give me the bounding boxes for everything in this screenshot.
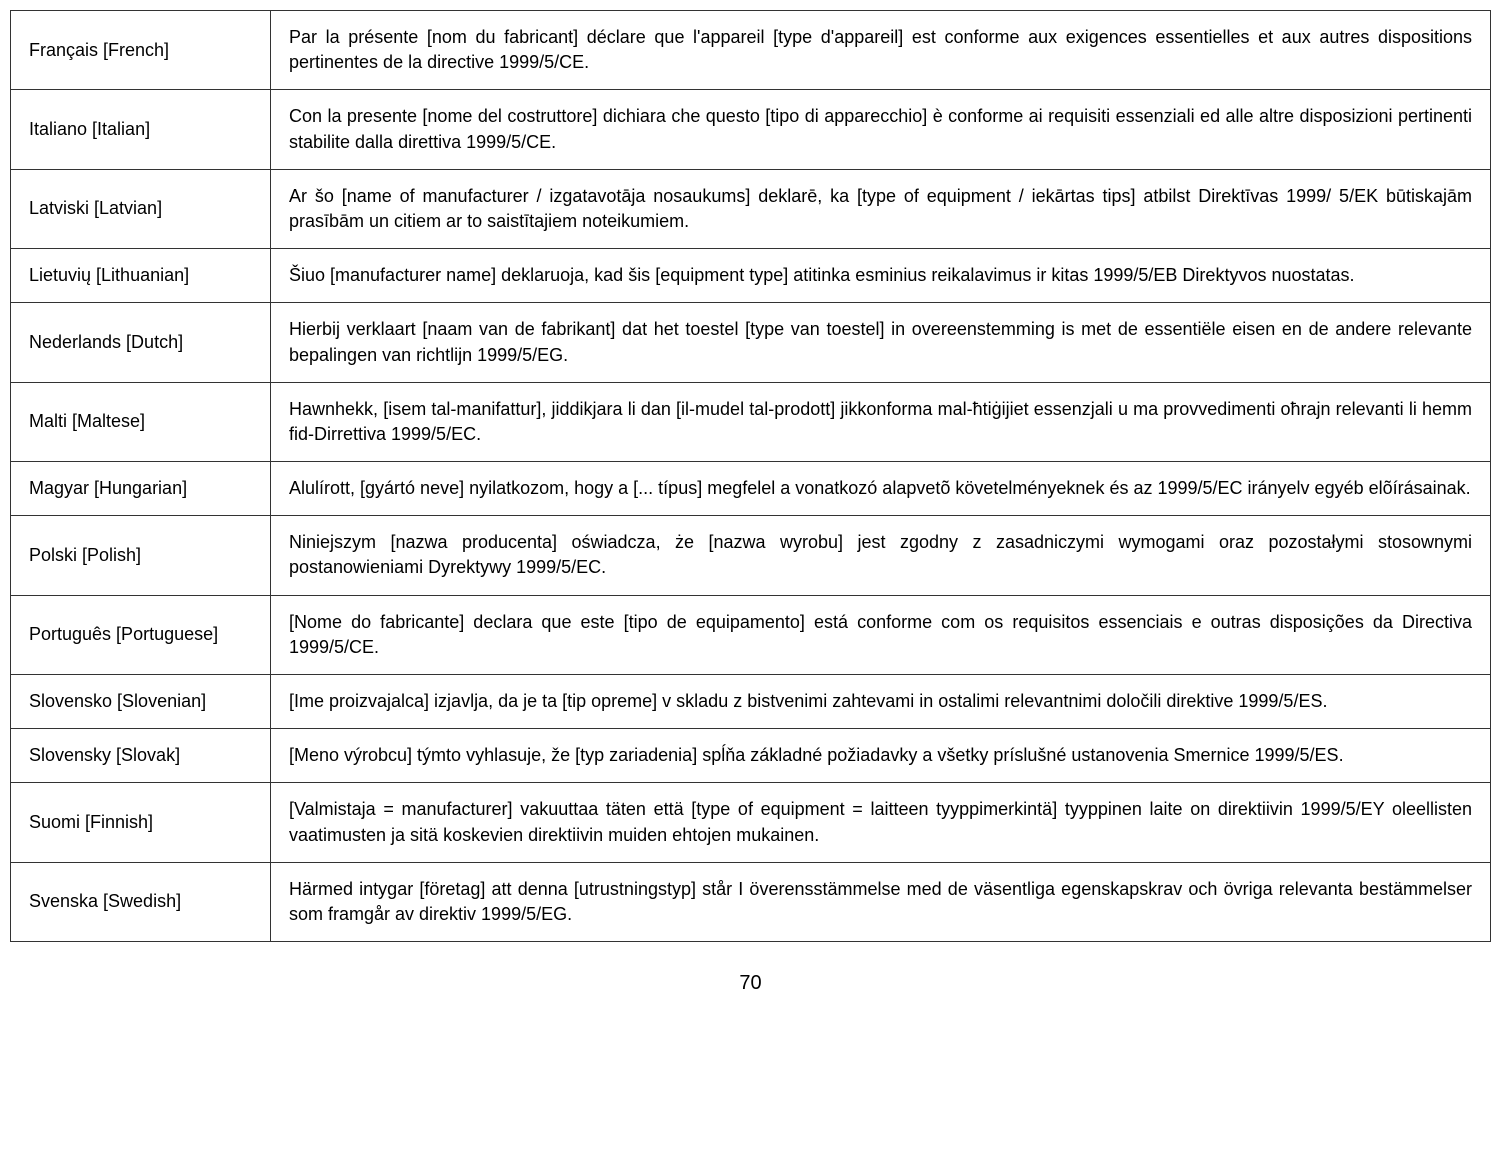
table-row: Lietuvių [Lithuanian]Šiuo [manufacturer … [11,249,1491,303]
language-cell: Suomi [Finnish] [11,783,271,862]
page-number: 70 [10,972,1491,995]
declarations-table: Français [French]Par la présente [nom du… [10,10,1491,942]
table-body: Français [French]Par la présente [nom du… [11,11,1491,942]
table-row: Magyar [Hungarian]Alulírott, [gyártó nev… [11,462,1491,516]
table-row: Latviski [Latvian]Ar šo [name of manufac… [11,169,1491,248]
table-row: Português [Portuguese][Nome do fabricant… [11,595,1491,674]
declaration-cell: Par la présente [nom du fabricant] décla… [271,11,1491,90]
language-cell: Latviski [Latvian] [11,169,271,248]
declaration-cell: Härmed intygar [företag] att denna [utru… [271,862,1491,941]
table-row: Slovensky [Slovak][Meno výrobcu] týmto v… [11,729,1491,783]
declaration-cell: Šiuo [manufacturer name] deklaruoja, kad… [271,249,1491,303]
declaration-cell: Con la presente [nome del costruttore] d… [271,90,1491,169]
table-row: Italiano [Italian]Con la presente [nome … [11,90,1491,169]
declaration-cell: Alulírott, [gyártó neve] nyilatkozom, ho… [271,462,1491,516]
table-row: Malti [Maltese]Hawnhekk, [isem tal-manif… [11,382,1491,461]
table-row: Polski [Polish]Niniejszym [nazwa produce… [11,516,1491,595]
declaration-cell: [Ime proizvajalca] izjavlja, da je ta [t… [271,675,1491,729]
language-cell: Magyar [Hungarian] [11,462,271,516]
table-row: Suomi [Finnish][Valmistaja = manufacture… [11,783,1491,862]
language-cell: Svenska [Swedish] [11,862,271,941]
declaration-cell: [Nome do fabricante] declara que este [t… [271,595,1491,674]
language-cell: Français [French] [11,11,271,90]
table-row: Français [French]Par la présente [nom du… [11,11,1491,90]
language-cell: Lietuvių [Lithuanian] [11,249,271,303]
declaration-cell: Hierbij verklaart [naam van de fabrikant… [271,303,1491,382]
declaration-cell: [Meno výrobcu] týmto vyhlasuje, že [typ … [271,729,1491,783]
table-row: Slovensko [Slovenian] [Ime proizvajalca]… [11,675,1491,729]
declaration-cell: [Valmistaja = manufacturer] vakuuttaa tä… [271,783,1491,862]
language-cell: Português [Portuguese] [11,595,271,674]
language-cell: Nederlands [Dutch] [11,303,271,382]
declaration-cell: Ar šo [name of manufacturer / izgatavotā… [271,169,1491,248]
language-cell: Malti [Maltese] [11,382,271,461]
table-row: Nederlands [Dutch]Hierbij verklaart [naa… [11,303,1491,382]
language-cell: Italiano [Italian] [11,90,271,169]
declaration-cell: Niniejszym [nazwa producenta] oświadcza,… [271,516,1491,595]
declaration-cell: Hawnhekk, [isem tal-manifattur], jiddikj… [271,382,1491,461]
table-row: Svenska [Swedish]Härmed intygar [företag… [11,862,1491,941]
language-cell: Slovensko [Slovenian] [11,675,271,729]
language-cell: Slovensky [Slovak] [11,729,271,783]
language-cell: Polski [Polish] [11,516,271,595]
